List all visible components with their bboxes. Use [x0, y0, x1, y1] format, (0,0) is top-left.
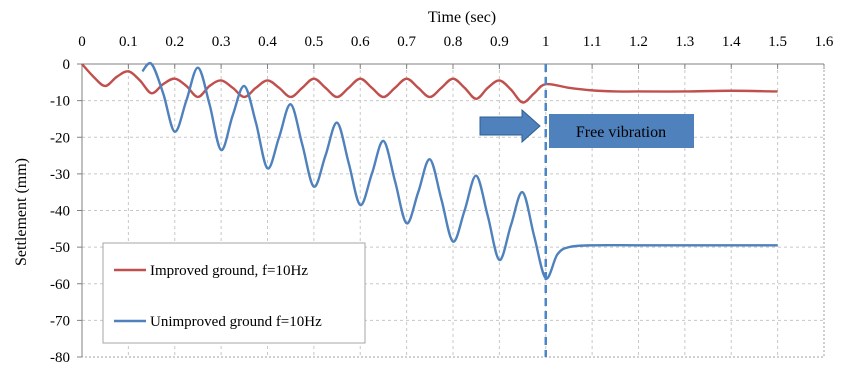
x-tick-label: 0.5	[305, 34, 324, 50]
x-tick-label: 0.2	[165, 34, 184, 50]
legend-label-unimproved: Unimproved ground f=10Hz	[150, 314, 322, 330]
y-tick-label: 0	[63, 57, 71, 73]
x-tick-labels: 0 0.1 0.2 0.3 0.4 0.5 0.6 0.7 0.8 0.9 1 1.1 1.2 1.3 1.…	[78, 34, 834, 50]
x-tick-label: 1.2	[629, 34, 648, 50]
legend-box	[102, 242, 366, 344]
x-tick-label: 1.3	[676, 34, 695, 50]
x-tick-label: 0.4	[258, 34, 277, 50]
x-tick-label: 0.1	[119, 34, 138, 50]
x-tick-label: 0.6	[351, 34, 370, 50]
y-tick-label: -10	[50, 94, 70, 110]
y-tick-label: -20	[50, 130, 70, 146]
x-tick-label: 1.5	[768, 34, 787, 50]
x-tick-label: 0.3	[212, 34, 231, 50]
x-tick-label: 0.7	[397, 34, 416, 50]
free-vibration-annotation: Free vibration	[479, 108, 694, 148]
x-tick-label: 0	[78, 34, 86, 50]
free-vibration-label: Free vibration	[576, 124, 666, 141]
y-tick-label: -40	[50, 204, 70, 220]
y-tick-labels: 0 -10 -20 -30 -40 -50 -60 -70 -80	[50, 57, 70, 366]
y-axis-title: Settlement (mm)	[13, 158, 30, 266]
grid-lines	[77, 63, 825, 358]
y-tick-label: -60	[50, 277, 70, 293]
plot-border	[81, 63, 825, 358]
x-tick-label: 0.8	[444, 34, 463, 50]
legend: Improved ground, f=10Hz Unimproved groun…	[102, 242, 366, 344]
y-tick-label: -50	[50, 240, 70, 256]
arrow-right-icon	[479, 108, 541, 144]
x-tick-label: 1.1	[583, 34, 602, 50]
x-tick-label: 1.6	[815, 34, 834, 50]
free-vibration-box	[549, 114, 694, 148]
legend-label-improved: Improved ground, f=10Hz	[150, 263, 308, 279]
plot-area-border	[81, 63, 825, 358]
x-tick-label: 1	[542, 34, 550, 50]
x-tick-label: 1.4	[722, 34, 741, 50]
y-tick-label: -80	[50, 350, 70, 366]
y-tick-label: -30	[50, 167, 70, 183]
x-axis-title: Time (sec)	[428, 9, 496, 26]
y-tick-label: -70	[50, 313, 70, 329]
series-improved-line	[81, 63, 778, 104]
x-tick-label: 0.9	[490, 34, 509, 50]
